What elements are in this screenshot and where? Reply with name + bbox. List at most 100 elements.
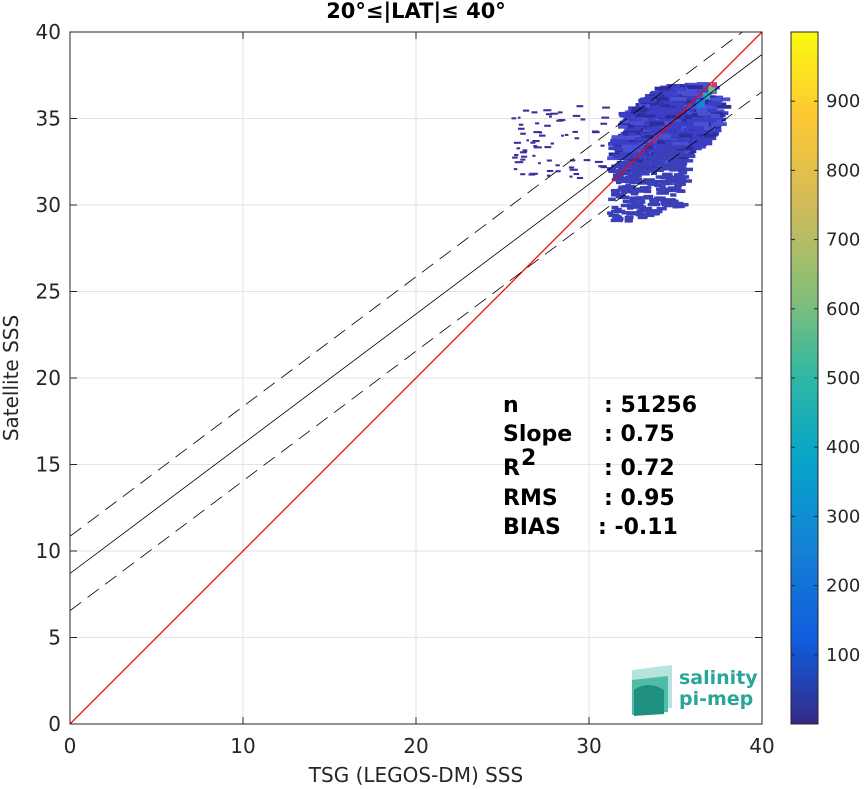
density-cell: [622, 113, 639, 117]
density-cell: [618, 185, 624, 189]
density-outlier: [546, 159, 552, 162]
y-axis-label: Satellite SSS: [0, 315, 23, 441]
density-cell: [631, 171, 650, 176]
density-cell: [640, 213, 655, 218]
fit-bound-line: [70, 91, 762, 612]
density-cell: [674, 173, 680, 177]
density-cell: [630, 190, 639, 195]
salinity-pi-mep-logo: salinity pi-mep: [632, 665, 758, 716]
stat-label: n: [503, 393, 519, 418]
density-cell: [679, 133, 692, 138]
density-cell: [611, 190, 620, 194]
density-cell: [611, 193, 624, 197]
colorbar-tick-label: 700: [826, 230, 860, 251]
density-outlier: [600, 122, 608, 125]
y-tick-label: 35: [36, 107, 61, 131]
density-outlier: [545, 113, 553, 116]
density-cell: [633, 166, 644, 171]
density-outlier: [555, 164, 560, 167]
density-outlier: [520, 155, 528, 158]
density-outlier: [520, 173, 526, 176]
density-cell: [620, 152, 633, 157]
identity-line: [70, 32, 762, 724]
density-cell: [631, 203, 644, 207]
density-cell: [648, 159, 656, 163]
density-cell: [676, 146, 693, 151]
density-cell: [625, 215, 634, 219]
density-cell: [624, 154, 637, 159]
density-cloud: [511, 82, 732, 223]
density-cell: [608, 169, 619, 174]
density-cell: [670, 193, 677, 197]
density-cell: [607, 156, 618, 161]
density-cell: [696, 82, 711, 86]
density-outlier: [544, 124, 551, 127]
density-cell: [612, 215, 623, 220]
density-cell: [617, 166, 626, 171]
fit-line: [70, 54, 762, 574]
density-cell: [639, 169, 648, 173]
density-cell: [622, 148, 641, 153]
density-cell: [608, 213, 620, 218]
y-tick-label: 10: [36, 539, 61, 563]
density-cell: [661, 179, 669, 184]
density-cell: [675, 121, 693, 126]
density-cell: [609, 167, 617, 171]
colorbar-tick-label: 900: [826, 91, 860, 112]
density-cell: [679, 179, 693, 183]
density-outlier: [514, 154, 519, 157]
density-cell: [666, 108, 685, 113]
density-outlier: [530, 141, 536, 144]
density-cell: [650, 90, 662, 95]
colorbar-ticks: 100 200 300 400 500 600 700 800 900: [791, 91, 860, 666]
x-tick-label: 30: [576, 734, 601, 758]
density-cell: [665, 114, 681, 119]
density-cell: [662, 165, 669, 170]
density-cell: [613, 146, 623, 151]
density-cell: [678, 128, 691, 133]
density-cell: [676, 90, 691, 95]
y-tick-label: 15: [36, 453, 61, 477]
colorbar-tick-label: 500: [826, 368, 860, 389]
density-cell: [667, 179, 681, 183]
density-cell: [648, 168, 661, 172]
density-cell: [622, 131, 632, 136]
density-cell: [699, 88, 717, 93]
density-cell: [708, 97, 722, 102]
x-axis: 0 10 20 30 40: [64, 32, 775, 758]
y-tick-label: 0: [48, 712, 61, 736]
density-cell: [648, 124, 660, 129]
logo-text-pi-mep: pi-mep: [679, 688, 753, 710]
stat-value: : 0.75: [604, 422, 675, 447]
density-cell: [637, 215, 648, 220]
density-cell: [651, 171, 658, 175]
density-cell: [613, 137, 624, 142]
density-outlier: [580, 118, 586, 121]
density-cell: [653, 146, 669, 151]
density-cell: [622, 185, 636, 189]
x-tick-label: 0: [64, 734, 77, 758]
density-cell: [692, 130, 707, 135]
density-cell: [656, 207, 667, 211]
density-cell: [628, 117, 638, 122]
density-cell: [697, 141, 712, 146]
density-cell: [636, 128, 654, 133]
density-cell: [622, 124, 634, 129]
density-cell: [611, 177, 624, 182]
density-outlier: [513, 168, 518, 171]
colorbar-tick-label: 600: [826, 299, 860, 320]
density-cell: [663, 129, 675, 134]
density-cell: [655, 168, 664, 172]
x-tick-label: 20: [403, 734, 428, 758]
x-tick-label: 10: [230, 734, 255, 758]
density-cell: [710, 109, 725, 114]
density-cell: [684, 115, 699, 119]
density-outlier: [532, 140, 540, 143]
density-cell: [659, 107, 675, 112]
y-tick-label: 5: [48, 626, 61, 650]
density-cell: [680, 112, 698, 117]
density-cell: [660, 181, 670, 186]
density-outlier: [576, 176, 584, 180]
density-cell: [635, 196, 649, 200]
